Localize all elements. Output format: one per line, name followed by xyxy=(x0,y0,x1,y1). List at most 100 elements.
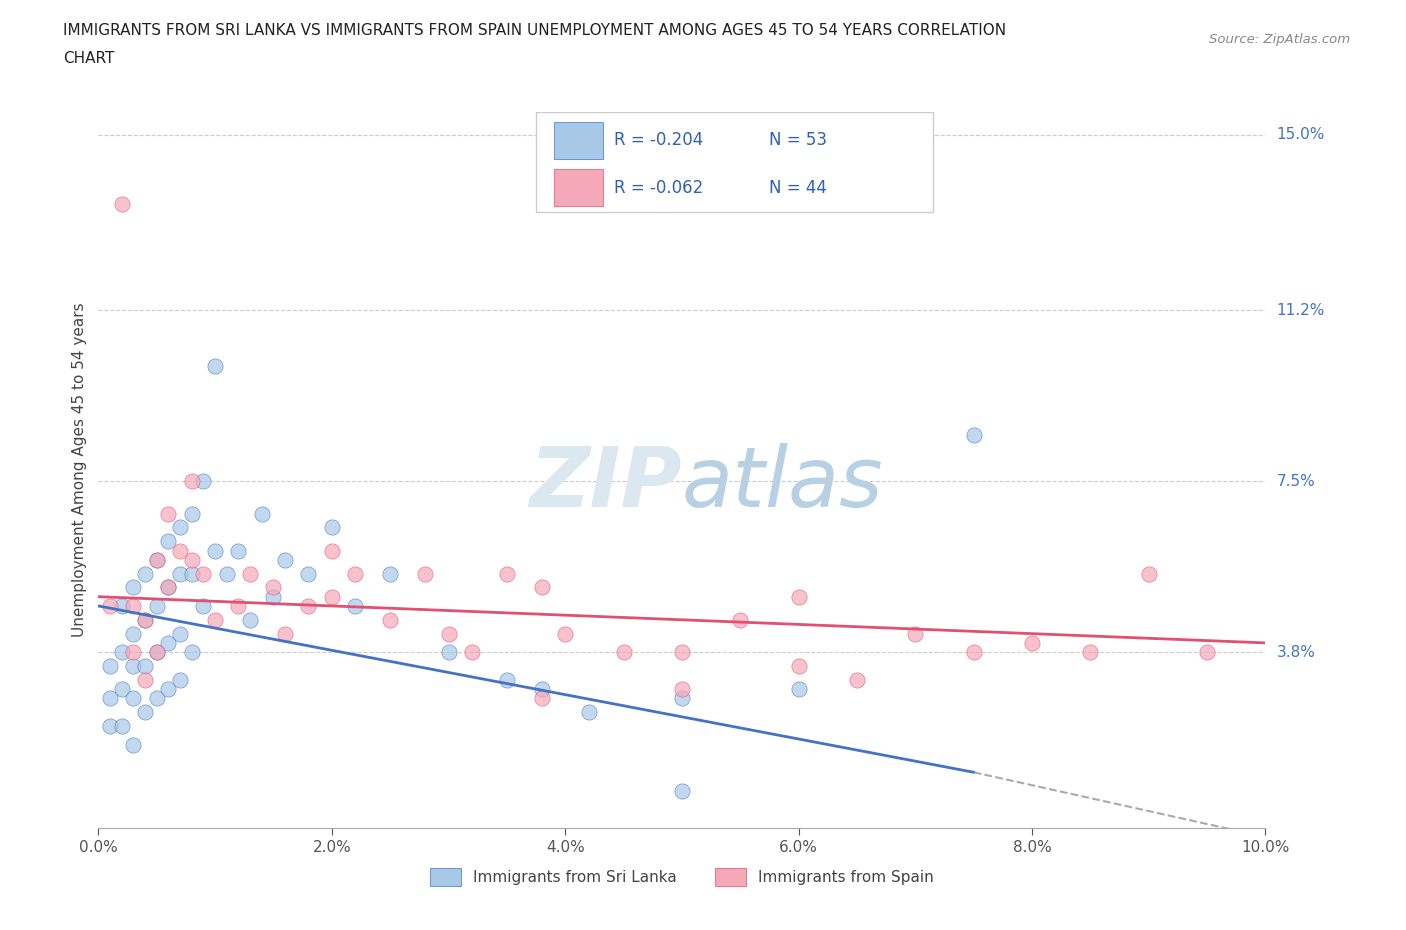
Point xyxy=(787,658,810,673)
Text: N = 44: N = 44 xyxy=(769,179,827,197)
Point xyxy=(180,473,202,488)
Point xyxy=(1195,644,1218,659)
Point xyxy=(157,534,180,549)
Point xyxy=(671,691,693,706)
Point xyxy=(274,626,297,641)
Point xyxy=(530,580,553,595)
Point xyxy=(169,543,191,558)
Point xyxy=(297,599,319,614)
Point xyxy=(962,644,984,659)
Point xyxy=(344,599,367,614)
Point xyxy=(134,658,156,673)
Point xyxy=(250,506,273,521)
Point xyxy=(122,599,145,614)
Point xyxy=(157,635,180,650)
Point xyxy=(193,599,215,614)
Point xyxy=(496,672,519,687)
Point xyxy=(146,691,169,706)
Point xyxy=(228,599,250,614)
Legend: Immigrants from Sri Lanka, Immigrants from Spain: Immigrants from Sri Lanka, Immigrants fr… xyxy=(425,862,939,892)
Point xyxy=(157,580,180,595)
Point xyxy=(122,737,145,752)
FancyBboxPatch shape xyxy=(536,112,932,212)
Point xyxy=(146,644,169,659)
Point xyxy=(157,580,180,595)
Text: Source: ZipAtlas.com: Source: ZipAtlas.com xyxy=(1209,33,1350,46)
Point xyxy=(122,580,145,595)
Point xyxy=(1080,644,1102,659)
Point xyxy=(239,566,262,581)
Point xyxy=(215,566,238,581)
Point xyxy=(169,520,191,535)
Point xyxy=(111,599,134,614)
FancyBboxPatch shape xyxy=(554,122,603,159)
Point xyxy=(157,682,180,697)
Point xyxy=(530,682,553,697)
Point xyxy=(122,626,145,641)
Point xyxy=(380,612,402,627)
Point xyxy=(157,506,180,521)
Point xyxy=(111,682,134,697)
Point xyxy=(146,552,169,567)
Point xyxy=(169,672,191,687)
Text: 15.0%: 15.0% xyxy=(1277,127,1324,142)
Point xyxy=(134,672,156,687)
Point xyxy=(134,566,156,581)
Point xyxy=(134,612,156,627)
Point xyxy=(413,566,436,581)
FancyBboxPatch shape xyxy=(554,169,603,206)
Point xyxy=(380,566,402,581)
Text: CHART: CHART xyxy=(63,51,115,66)
Point xyxy=(146,552,169,567)
Text: 3.8%: 3.8% xyxy=(1277,644,1316,659)
Point xyxy=(671,783,693,798)
Y-axis label: Unemployment Among Ages 45 to 54 years: Unemployment Among Ages 45 to 54 years xyxy=(72,302,87,637)
Point xyxy=(169,626,191,641)
Point xyxy=(437,626,460,641)
Point xyxy=(262,590,284,604)
Text: N = 53: N = 53 xyxy=(769,131,828,150)
Point xyxy=(193,473,215,488)
Text: ZIP: ZIP xyxy=(529,444,682,525)
Point xyxy=(321,590,343,604)
Point xyxy=(578,705,600,720)
Point xyxy=(134,705,156,720)
Point xyxy=(297,566,319,581)
Point xyxy=(461,644,484,659)
Point xyxy=(671,644,693,659)
Point xyxy=(180,506,202,521)
Point xyxy=(228,543,250,558)
Text: R = -0.204: R = -0.204 xyxy=(614,131,703,150)
Point xyxy=(612,644,634,659)
Point xyxy=(98,658,121,673)
Point xyxy=(321,543,343,558)
Point xyxy=(169,566,191,581)
Point xyxy=(274,552,297,567)
Point xyxy=(496,566,519,581)
Point xyxy=(111,196,134,211)
Point xyxy=(98,719,121,734)
Point xyxy=(204,358,226,373)
Point xyxy=(122,691,145,706)
Point xyxy=(180,566,202,581)
Point xyxy=(321,520,343,535)
Point xyxy=(239,612,262,627)
Point xyxy=(180,644,202,659)
Point xyxy=(437,644,460,659)
Point xyxy=(671,682,693,697)
Point xyxy=(134,612,156,627)
Point xyxy=(554,626,576,641)
Point xyxy=(962,428,984,443)
Point xyxy=(204,543,226,558)
Point xyxy=(1137,566,1160,581)
Point xyxy=(344,566,367,581)
Text: 11.2%: 11.2% xyxy=(1277,303,1324,318)
Point xyxy=(262,580,284,595)
Point xyxy=(846,672,869,687)
Text: R = -0.062: R = -0.062 xyxy=(614,179,703,197)
Point xyxy=(904,626,927,641)
Point xyxy=(98,599,121,614)
Text: 7.5%: 7.5% xyxy=(1277,473,1315,488)
Point xyxy=(146,644,169,659)
Point xyxy=(730,612,752,627)
